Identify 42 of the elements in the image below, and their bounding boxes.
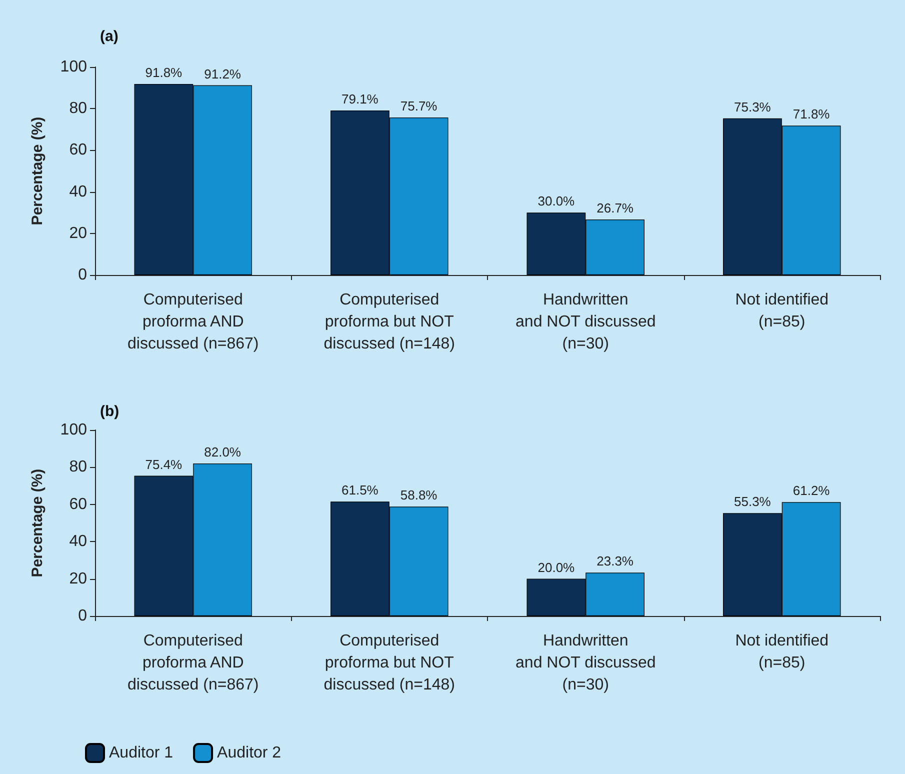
data-label: 82.0% [204,444,242,460]
y-tick-label: 20 [69,570,88,588]
y-tick-label: 0 [78,608,88,624]
x-tick-label: Computerised proforma but NOT discussed (n=148) [324,632,455,694]
x-tick-label: Not identified (n=85) [735,632,829,672]
data-label: 75.3% [734,99,772,114]
data-label: 75.7% [400,98,438,114]
data-label: 61.5% [342,482,379,498]
x-tick-label: Handwritten and NOT discussed (n=30) [516,292,656,352]
data-label: 75.4% [145,456,183,472]
y-tick-label: 100 [60,422,88,438]
data-label: 71.8% [792,106,830,122]
y-axis-title: Percentage (%) [29,468,46,578]
data-label: 91.2% [204,66,242,82]
y-tick-label: 60 [69,496,88,513]
y-tick-label: 60 [69,142,88,159]
data-label: 61.2% [792,483,830,498]
data-label: 58.8% [400,488,438,503]
y-tick-label: 40 [69,183,88,200]
y-tick-label: 80 [69,100,88,118]
y-tick-label: 80 [69,458,88,476]
data-label: 55.3% [734,494,772,510]
chart-title: (a) [100,28,118,45]
y-axis-title: Percentage (%) [29,116,46,226]
data-label: 79.1% [342,91,379,106]
data-label: 30.0% [538,194,576,209]
y-tick-label: 40 [69,533,88,550]
data-label: 91.8% [145,65,183,80]
data-label: 23.3% [596,554,634,569]
y-tick-label: 100 [60,58,88,76]
legend-label: Auditor 2 [217,744,282,762]
data-label: 26.7% [596,200,634,216]
y-tick-label: 20 [69,224,88,242]
x-tick-label: Computerised proforma AND discussed (n=867) [128,632,259,694]
legend-label: Auditor 1 [109,744,174,762]
y-tick-label: 0 [78,266,88,284]
data-label: 20.0% [538,560,576,575]
x-tick-label: Computerised proforma but NOT discussed (n=148) [324,292,455,352]
x-tick-label: Computerised proforma AND discussed (n=867) [128,292,259,352]
chart-title: (b) [100,403,120,420]
x-tick-label: Handwritten and NOT discussed (n=30) [516,632,656,694]
x-tick-label: Not identified (n=85) [735,292,829,330]
